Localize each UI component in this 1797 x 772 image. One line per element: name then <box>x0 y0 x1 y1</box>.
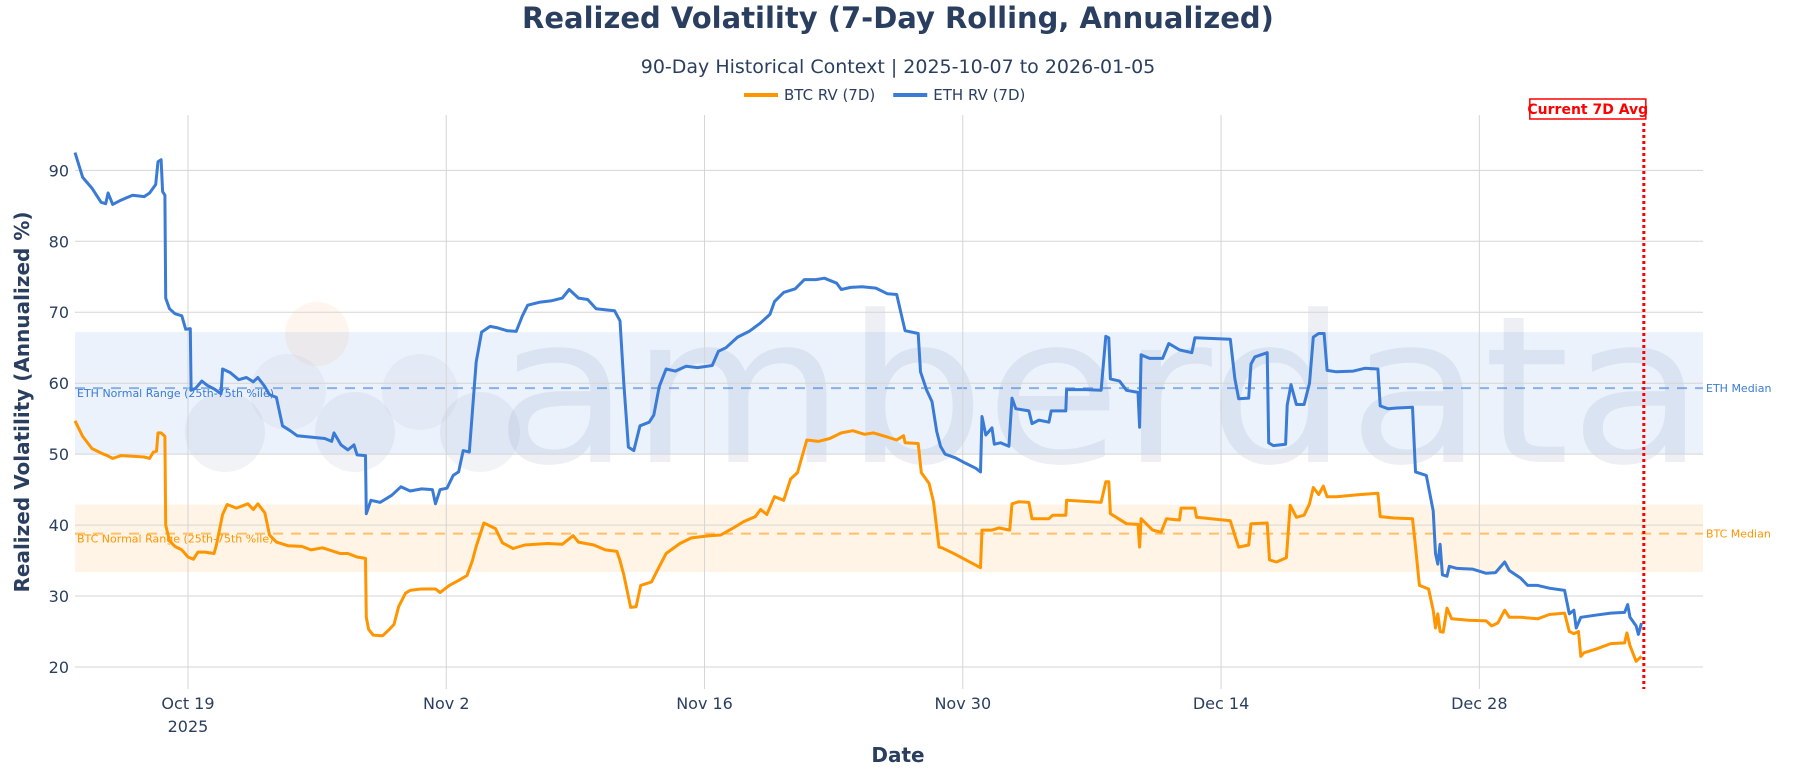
axis-ticks: 20 30 40 50 60 70 80 90 Oct 19 2025 Nov 2 Nov 16 Nov… <box>49 161 1508 736</box>
x-tick-label: Dec 14 <box>1193 694 1249 713</box>
x-tick-label: Oct 19 <box>161 694 214 713</box>
band-fill <box>75 504 1703 572</box>
y-tick-label: 60 <box>49 374 69 393</box>
normal-range-bands: ETH Normal Range (25th-75th %ile) ETH Med… <box>75 332 1771 572</box>
gridlines <box>75 115 1703 689</box>
y-tick-label: 50 <box>49 445 69 464</box>
series-line-btc <box>73 420 1643 663</box>
legend: BTC RV (7D) ETH RV (7D) <box>744 86 1025 104</box>
watermark-logo-circle <box>440 392 520 472</box>
y-axis-title: Realized Volatility (Annualized %) <box>10 211 34 592</box>
x-tick-label: Nov 16 <box>676 694 733 713</box>
x-tick-year: 2025 <box>168 717 209 736</box>
x-axis-title: Date <box>871 743 924 767</box>
legend-item: BTC RV (7D) <box>784 86 875 104</box>
legend-item: ETH RV (7D) <box>933 86 1025 104</box>
series-line-eth <box>73 152 1643 636</box>
y-tick-label: 70 <box>49 303 69 322</box>
current-marker-label: Current 7D Avg <box>1527 102 1648 118</box>
band-label: ETH Normal Range (25th-75th %ile) <box>77 387 274 400</box>
y-tick-label: 30 <box>49 587 69 606</box>
y-tick-label: 80 <box>49 232 69 251</box>
median-label: ETH Median <box>1706 382 1771 395</box>
watermark-logo-circle <box>250 354 326 430</box>
y-tick-label: 90 <box>49 161 69 180</box>
watermark-logo-circle <box>285 302 349 366</box>
x-tick-label: Nov 2 <box>423 694 470 713</box>
band-fill <box>75 332 1703 455</box>
median-label: BTC Median <box>1706 528 1771 541</box>
chart-title: Realized Volatility (7-Day Rolling, Annu… <box>522 1 1274 35</box>
y-tick-label: 20 <box>49 658 69 677</box>
watermark-logo-circle <box>382 354 458 430</box>
current-marker: Current 7D Avg <box>1527 98 1648 689</box>
x-tick-label: Dec 28 <box>1451 694 1507 713</box>
band-label: BTC Normal Range (25th-75th %ile) <box>77 533 273 546</box>
y-tick-label: 40 <box>49 516 69 535</box>
x-tick-label: Nov 30 <box>934 694 991 713</box>
current-marker-box <box>1529 98 1647 120</box>
watermark-logo-circle <box>185 392 265 472</box>
series-lines <box>73 152 1643 663</box>
chart-subtitle: 90-Day Historical Context | 2025-10-07 t… <box>641 56 1156 78</box>
watermark-logo-circle <box>315 392 395 472</box>
